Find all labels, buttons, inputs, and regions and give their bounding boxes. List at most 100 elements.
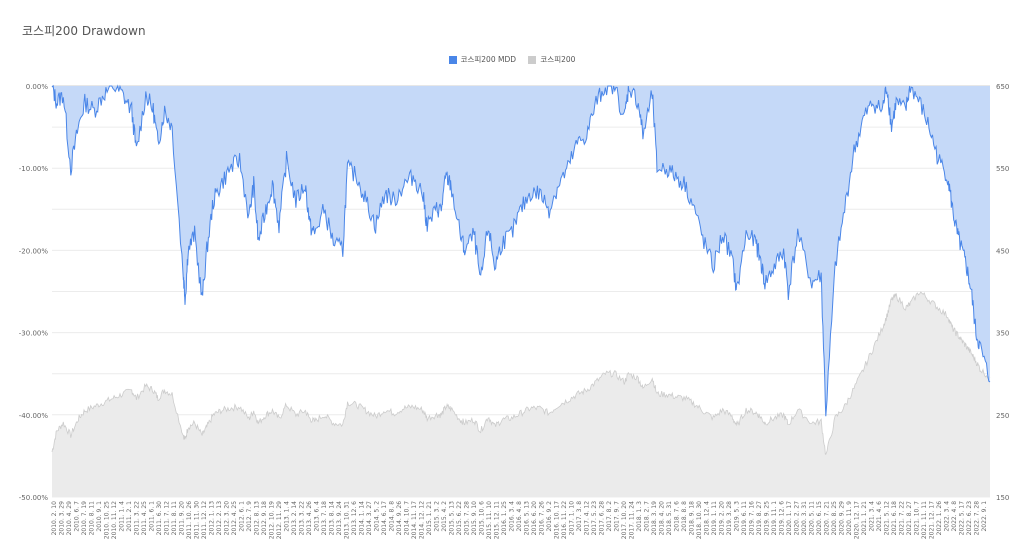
x-tick-label: 2013. 2. 14 [291,501,298,536]
x-tick-label: 2010. 2. 10 [51,501,58,536]
chart-title: 코스피200 Drawdown [22,24,146,38]
x-tick-label: 2018. 8. 8 [681,501,688,532]
x-tick-label: 2018. 2. 7 [644,501,651,532]
series-kospi200-area [52,292,990,497]
x-tick-label: 2016. 1. 25 [501,501,508,536]
x-tick-label: 2010. 6. 7 [73,501,80,532]
x-tick-label: 2021. 12. 17 [929,501,936,539]
x-tick-label: 2022. 4. 8 [951,501,958,532]
x-tick-label: 2020. 7. 21 [824,501,831,536]
y-right-tick-label: 350 [996,330,1009,338]
x-tick-label: 2016. 6. 20 [531,501,538,536]
x-tick-label: 2016. 5. 13 [524,501,531,536]
x-tick-label: 2012. 7. 9 [246,501,253,532]
x-tick-label: 2017. 3. 8 [576,501,583,532]
x-tick-label: 2016. 3. 4 [509,501,516,532]
x-tick-label: 2010. 10. 25 [103,501,110,539]
y-left-tick-label: 0.00% [26,83,49,91]
x-tick-label: 2020. 1. 17 [786,501,793,536]
x-tick-label: 2013. 10. 31 [343,501,350,539]
x-tick-label: 2013. 6. 4 [313,501,320,532]
x-tick-label: 2018. 10. 30 [696,501,703,539]
x-tick-label: 2016. 4. 8 [516,501,523,532]
x-tick-label: 2011. 9. 20 [178,501,185,536]
legend-item-mdd[interactable]: 코스피200 MDD [448,54,516,65]
series-mdd-line [51,84,991,417]
x-tick-label: 2017. 8. 2 [606,501,613,532]
x-tick-label: 2016. 11. 22 [561,501,568,539]
x-tick-label: 2011. 3. 22 [133,501,140,536]
x-tick-label: 2021. 3. 4 [869,501,876,532]
x-tick-label: 2020. 6. 15 [816,501,823,536]
x-tick-label: 2013. 3. 22 [298,501,305,536]
x-tick-label: 2022. 3. 4 [944,501,951,532]
legend-label-kospi: 코스피200 [540,55,576,64]
x-tick-label: 2016. 7. 26 [539,501,546,536]
x-tick-label: 2012. 4. 25 [231,501,238,536]
x-tick-label: 2013. 1. 4 [283,501,290,532]
x-tick-label: 2011. 11. 30 [193,501,200,539]
x-tick-label: 2010. 3. 29 [58,501,65,536]
x-tick-label: 2011. 1. 4 [118,501,125,532]
y-left-tick-label: -30.00% [19,330,49,338]
x-tick-label: 2012. 11. 29 [276,501,283,539]
legend-item-kospi[interactable]: 코스피200 [528,54,575,65]
x-tick-label: 2012. 9. 18 [261,501,268,536]
x-tick-label: 2018. 9. 18 [689,501,696,536]
x-tick-label: 2018. 4. 20 [659,501,666,536]
chart-legend: 코스피200 MDD 코스피200 [0,54,1024,66]
x-tick-label: 2018. 12. 4 [704,501,711,536]
x-tick-label: 2019. 5. 3 [734,501,741,532]
x-tick-label: 2017. 10. 20 [621,501,628,539]
x-tick-label: 2016. 10. 17 [554,501,561,539]
x-tick-label: 2015. 10. 6 [479,501,486,536]
x-tick-label: 2010. 4. 29 [66,501,73,536]
x-tick-label: 2022. 5. 17 [959,501,966,536]
x-tick-label: 2019. 7. 16 [749,501,756,536]
x-tick-label: 2011. 6. 1 [148,501,155,532]
x-tick-label: 2014. 10. 7 [403,501,410,536]
x-tick-label: 2015. 5. 13 [449,501,456,536]
x-tick-label: 2014. 3. 27 [366,501,373,536]
x-tick-label: 2020. 11. 9 [846,501,853,536]
x-tick-label: 2014. 5. 2 [373,501,380,532]
x-tick-label: 2021. 5. 12 [884,501,891,536]
x-tick-label: 2019. 1. 11 [711,501,718,536]
x-tick-label: 2013. 4. 26 [306,501,313,536]
x-tick-label: 2010. 7. 19 [81,501,88,536]
x-tick-label: 2012. 10. 19 [268,501,275,539]
x-tick-label: 2014. 6. 17 [381,501,388,536]
x-tick-label: 2020. 8. 25 [831,501,838,536]
y-right-tick-label: 250 [996,412,1009,420]
x-tick-label: 2014. 1. 14 [358,501,365,536]
x-tick-label: 2022. 9. 1 [981,501,988,532]
x-tick-label: 2018. 3. 19 [651,501,658,536]
x-tick-label: 2019. 3. 28 [726,501,733,536]
x-tick-label: 2012. 1. 13 [208,501,215,536]
y-left-tick-label: -20.00% [19,247,49,255]
x-tick-label: 2021. 11. 11 [921,501,928,539]
x-tick-label: 2021. 7. 22 [899,501,906,536]
x-tick-label: 2015. 6. 22 [456,501,463,536]
x-tick-label: 2020. 5. 11 [809,501,816,536]
x-tick-label: 2012. 8. 13 [253,501,260,536]
x-tick-label: 2012. 2. 13 [216,501,223,536]
x-tick-label: 2021. 1. 21 [861,501,868,536]
x-tick-label: 2011. 4. 25 [141,501,148,536]
y-right-tick-label: 550 [996,165,1009,173]
x-tick-label: 2020. 12. 17 [854,501,861,539]
x-tick-label: 2020. 2. 27 [794,501,801,536]
y-left-tick-label: -50.00% [19,494,49,502]
x-tick-label: 2019. 2. 20 [719,501,726,536]
x-tick-label: 2017. 11. 24 [629,501,636,539]
legend-label-mdd: 코스피200 MDD [460,55,516,64]
x-tick-label: 2020. 9. 29 [839,501,846,536]
y-left-tick-label: -40.00% [19,412,49,420]
x-tick-label: 2010. 8. 11 [88,501,95,536]
x-tick-label: 2015. 7. 28 [464,501,471,536]
x-tick-label: 2013. 12. 6 [351,501,358,536]
x-tick-label: 2018. 1. 3 [636,501,643,532]
x-tick-label: 2019. 8. 27 [756,501,763,536]
y-right-tick-label: 450 [996,247,1009,255]
x-tick-label: 2022. 1. 26 [936,501,943,536]
